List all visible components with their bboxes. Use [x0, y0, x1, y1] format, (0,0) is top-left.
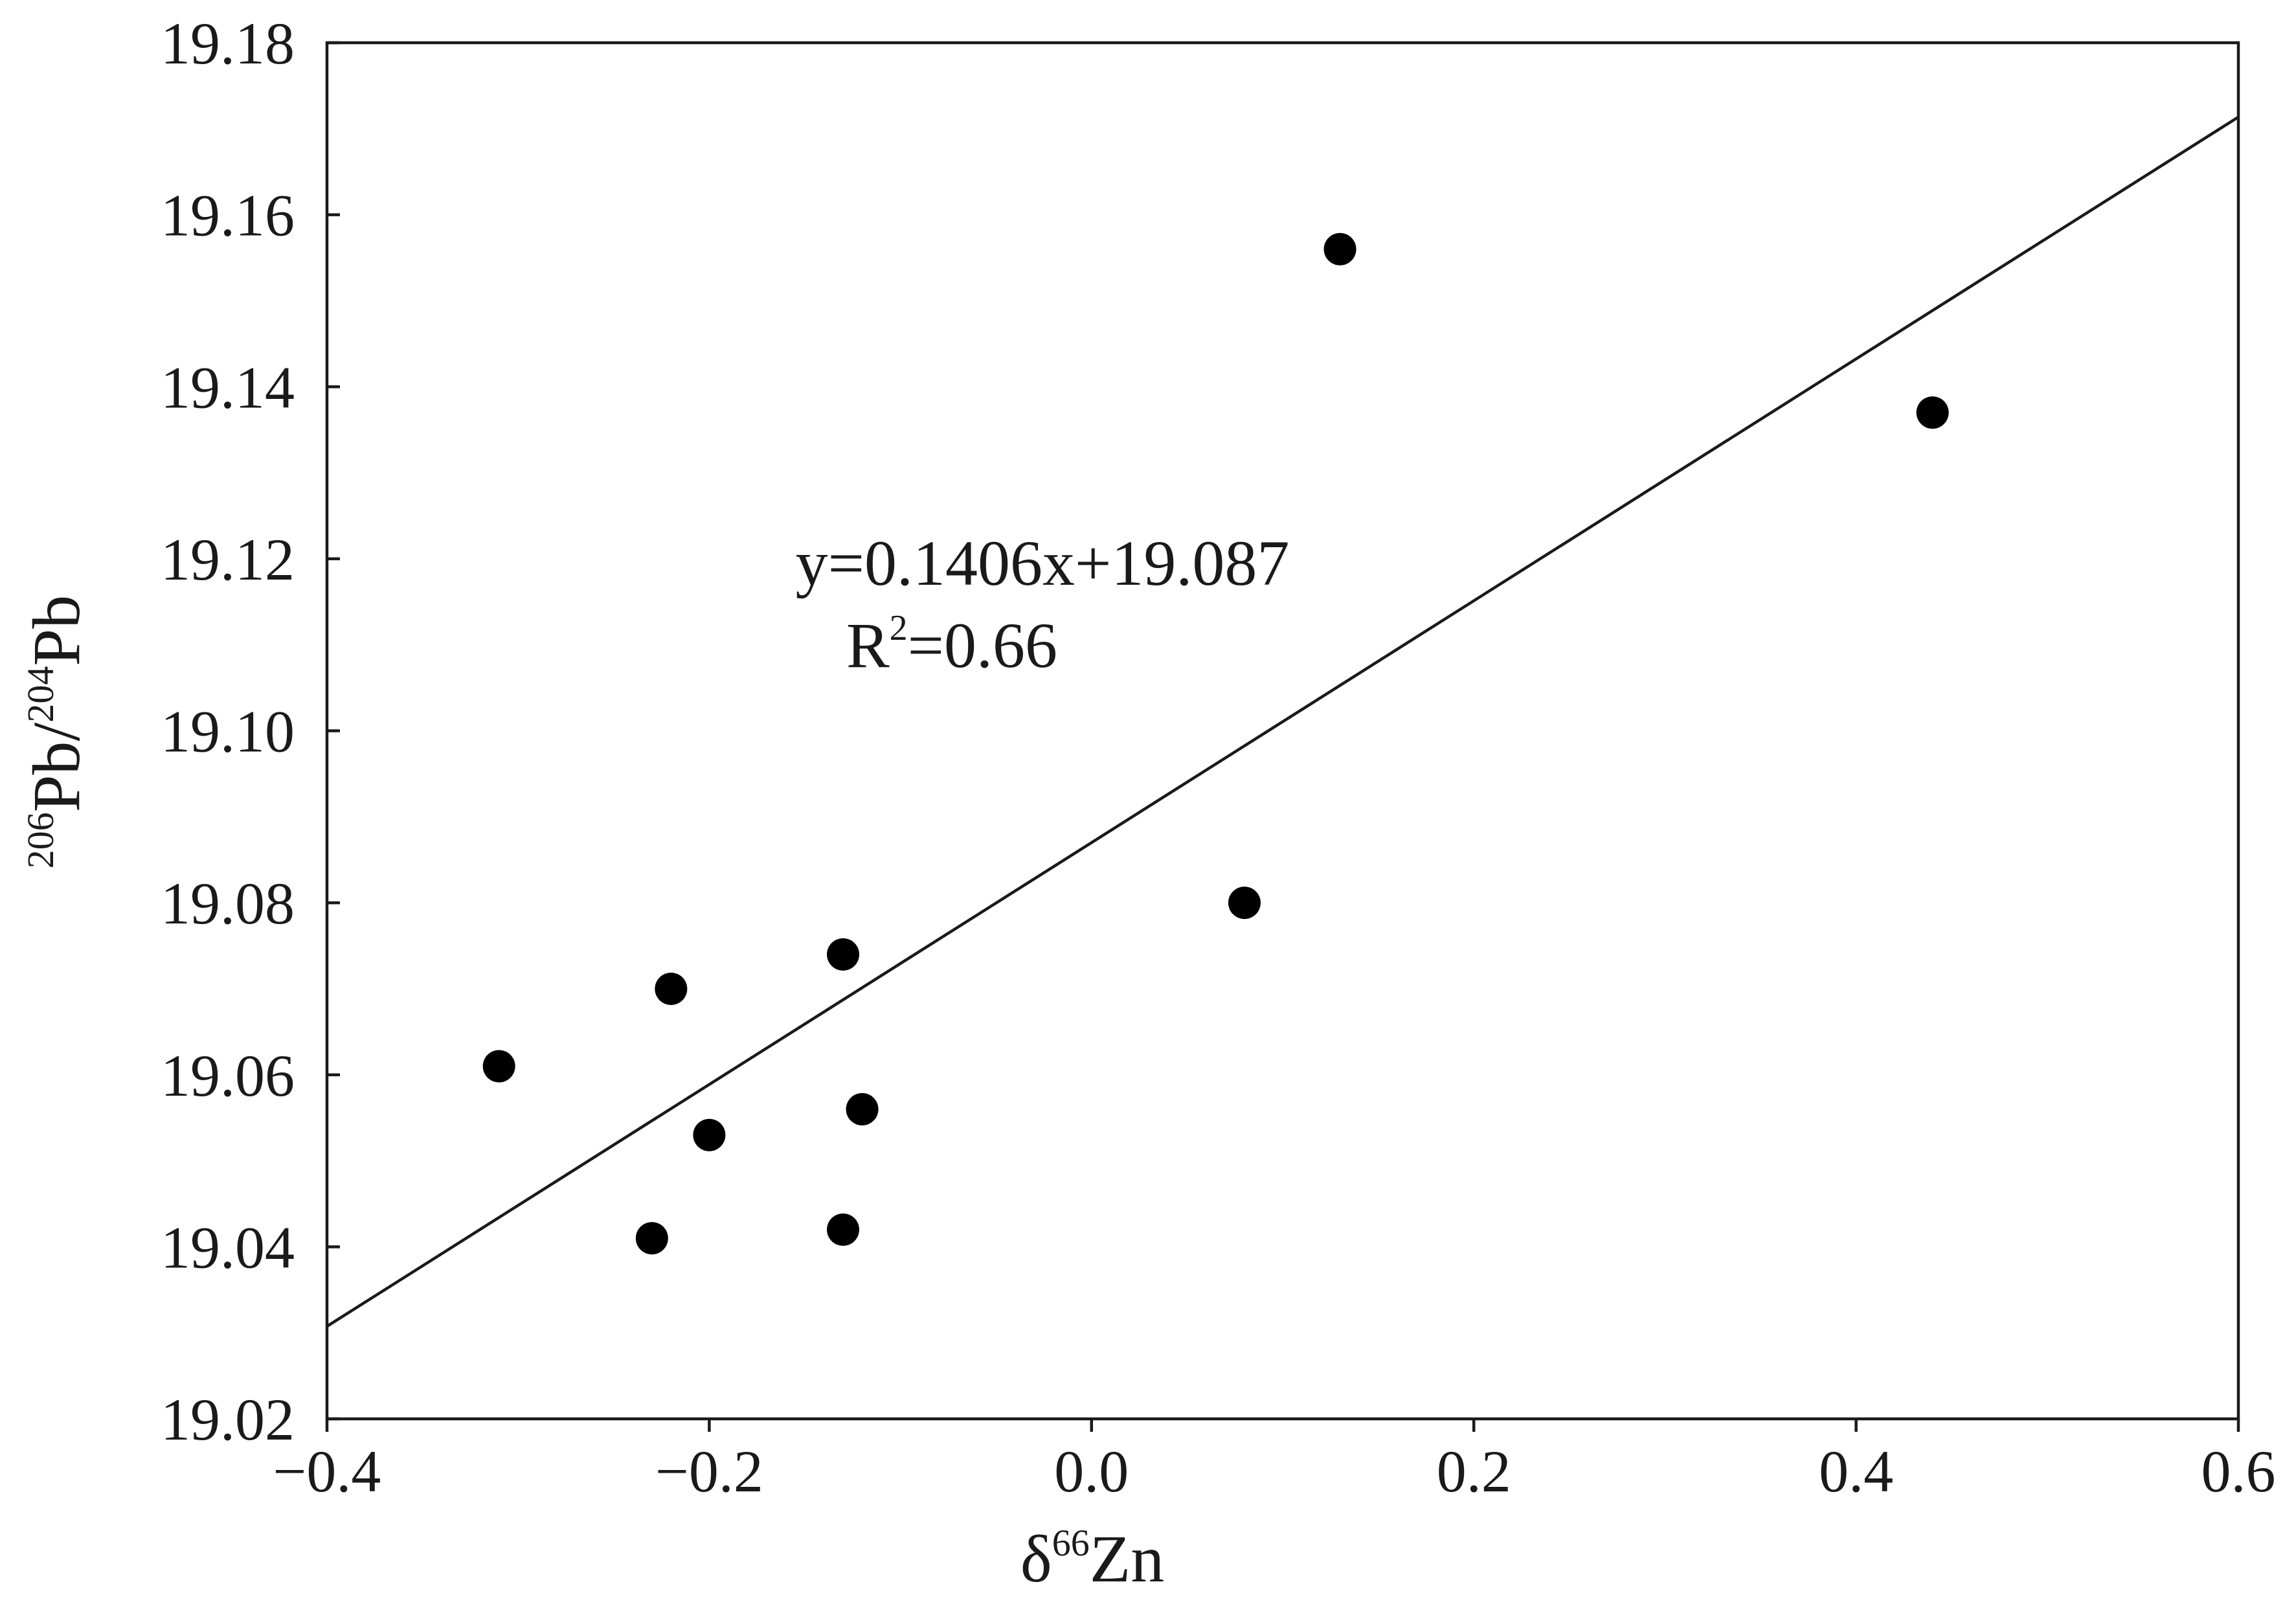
x-axis-label: δ66Zn [1020, 1522, 1165, 1596]
plot-frame [325, 41, 2240, 1421]
y-tick-label: 19.14 [161, 354, 295, 420]
y-tick-label: 19.08 [161, 870, 295, 936]
r-squared-label: R2=0.66 [846, 608, 1057, 681]
data-point [655, 972, 688, 1005]
x-tick-label: 0.4 [1819, 1438, 1893, 1504]
x-tick-label: −0.4 [273, 1438, 381, 1504]
y-tick-label: 19.06 [161, 1043, 295, 1109]
x-tick-label: −0.2 [655, 1438, 763, 1504]
tick-labels: −0.4 −0.2 0.0 0.2 0.4 0.6 19.02 19.04 19.06 19.08… [161, 10, 2276, 1504]
x-tick-label: 0.2 [1437, 1438, 1511, 1504]
y-tick-label: 19.02 [161, 1386, 295, 1453]
data-point [1916, 396, 1949, 429]
data-point [482, 1050, 515, 1083]
y-tick-label: 19.18 [161, 10, 295, 76]
ticks-layer [325, 41, 2240, 1432]
y-tick-label: 19.12 [161, 526, 295, 593]
x-tick-label: 0.6 [2201, 1438, 2276, 1504]
y-tick-label: 19.04 [161, 1214, 295, 1280]
y-axis-label: 206Pb/204Pb [19, 595, 94, 869]
data-point [827, 938, 860, 971]
data-point [635, 1222, 668, 1255]
data-point [1323, 232, 1356, 266]
y-tick-label: 19.16 [161, 183, 295, 249]
data-point [827, 1213, 860, 1246]
trendline-equation: y=0.1406x+19.087 [796, 527, 1290, 599]
trendline [326, 115, 2240, 1328]
data-point [846, 1092, 879, 1125]
data-point [693, 1118, 726, 1151]
y-tick-label: 19.10 [161, 699, 295, 765]
points-layer [482, 232, 1949, 1255]
x-tick-label: 0.0 [1054, 1438, 1129, 1504]
trendline-layer [326, 115, 2240, 1328]
data-point [1228, 887, 1261, 920]
